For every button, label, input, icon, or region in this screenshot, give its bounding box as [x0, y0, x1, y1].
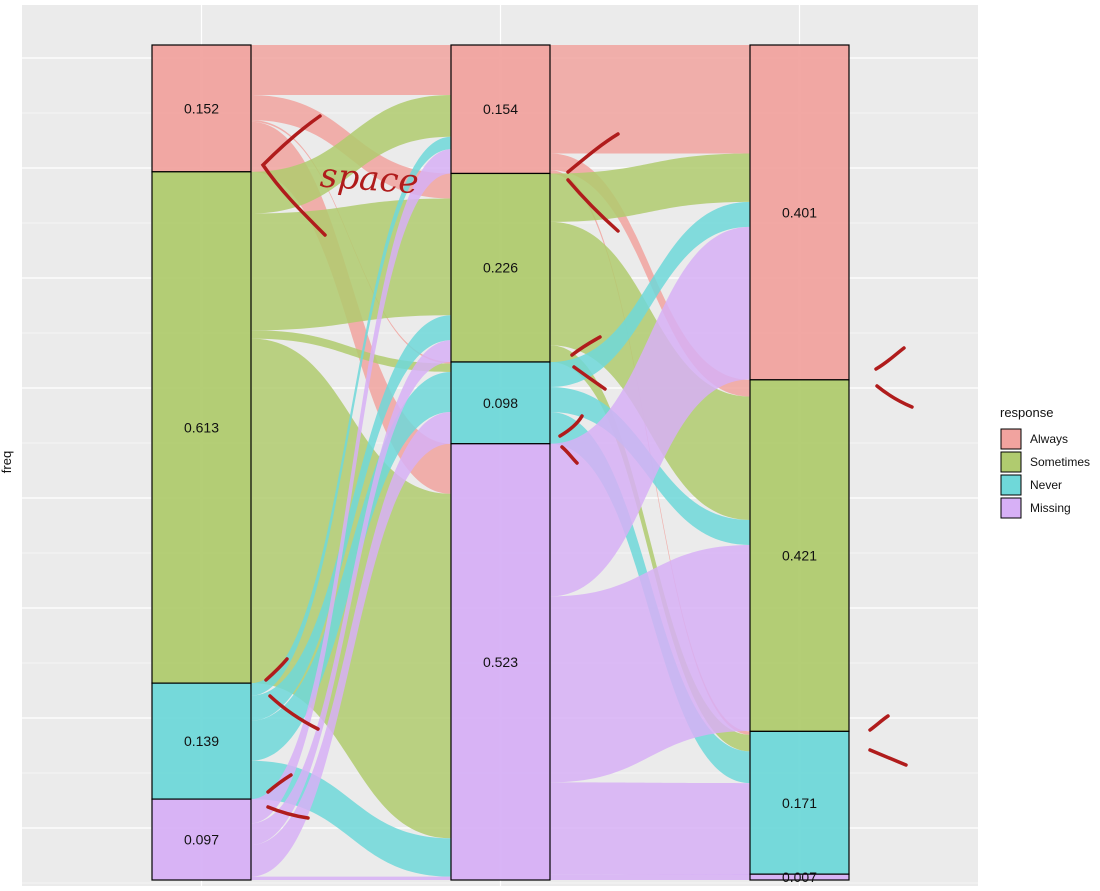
flows — [251, 45, 750, 880]
stratum-labels: 0.152 0.613 0.139 0.097 0.154 0.226 0.098 0.523… — [184, 100, 817, 885]
stratum-never — [450, 361, 551, 445]
flow-never-to-always — [550, 201, 750, 388]
stratum-label: 0.613 — [184, 419, 219, 435]
flow-sometimes-to-never — [550, 345, 750, 752]
handwritten-check-mark — [558, 414, 584, 438]
stratum-always — [450, 44, 551, 175]
legend-key-missing — [1000, 497, 1022, 519]
stratum-always — [749, 44, 850, 381]
handwritten-check-mark — [268, 694, 320, 731]
flow-missing-to-missing — [550, 874, 750, 880]
handwritten-check-mark — [868, 748, 908, 767]
flow-missing-to-always — [550, 226, 750, 597]
flow-missing-to-sometimes — [550, 544, 750, 783]
flow-always-to-always — [251, 45, 451, 96]
stratum-label: 0.523 — [483, 654, 518, 670]
legend-label-always: Always — [1030, 432, 1068, 446]
flow-sometimes-to-always — [550, 153, 750, 222]
legend: response Always Sometimes Never Missing — [1000, 405, 1090, 519]
handwritten-check-mark — [868, 714, 890, 732]
handwritten-check-mark — [570, 335, 602, 357]
stratum-missing — [151, 798, 252, 881]
handwritten-annotations: space — [260, 114, 914, 820]
stratum-label: 0.139 — [184, 733, 219, 749]
stratum-label: 0.154 — [483, 101, 518, 117]
stratum-sometimes — [450, 172, 551, 363]
legend-label-missing: Missing — [1030, 501, 1071, 515]
flow-missing-to-missing — [251, 876, 451, 880]
stratum-missing — [450, 443, 551, 881]
legend-title: response — [1000, 405, 1053, 420]
flow-always-to-always — [550, 45, 750, 154]
handwritten-check-mark — [875, 384, 914, 409]
flow-missing-to-sometimes — [251, 340, 451, 845]
stratum-label: 0.098 — [483, 395, 518, 411]
flow-always-to-sometimes — [550, 153, 750, 397]
stratum-sometimes — [749, 379, 850, 732]
legend-label-sometimes: Sometimes — [1030, 455, 1090, 469]
handwritten-check-mark — [874, 346, 906, 371]
handwritten-space-note: space — [319, 156, 420, 203]
stratum-label: 0.226 — [483, 260, 518, 276]
handwritten-check-mark — [266, 773, 293, 794]
flow-never-to-always — [251, 136, 451, 696]
handwritten-check-mark — [260, 114, 327, 237]
flow-missing-to-never — [550, 782, 750, 875]
flow-missing-to-always — [251, 149, 451, 824]
legend-label-never: Never — [1030, 478, 1062, 492]
stratum-label: 0.171 — [782, 795, 817, 811]
stratum-label: 0.007 — [782, 869, 817, 885]
handwritten-check-mark — [572, 365, 607, 391]
handwritten-check-mark — [566, 178, 620, 233]
legend-key-always — [1000, 428, 1022, 450]
handwritten-check-mark — [566, 132, 620, 174]
stratum-never — [749, 730, 850, 875]
strata — [151, 44, 850, 881]
stratum-never — [151, 682, 252, 800]
flow-sometimes-to-always — [251, 95, 451, 214]
stratum-label: 0.152 — [184, 100, 219, 116]
legend-key-never — [1000, 474, 1022, 496]
stratum-sometimes — [151, 171, 252, 684]
stratum-label: 0.097 — [184, 832, 219, 848]
flow-never-to-never — [251, 371, 451, 761]
handwritten-check-mark — [560, 445, 579, 465]
y-axis-title: freq — [0, 451, 14, 473]
flow-never-to-sometimes — [251, 315, 451, 721]
stratum-label: 0.401 — [782, 204, 817, 220]
legend-key-sometimes — [1000, 451, 1022, 473]
stratum-missing — [749, 873, 850, 881]
flow-missing-to-never — [251, 412, 451, 877]
handwritten-check-mark — [264, 657, 289, 682]
handwritten-check-mark — [266, 805, 310, 820]
stratum-label: 0.421 — [782, 548, 817, 564]
flow-sometimes-to-sometimes — [251, 198, 451, 331]
